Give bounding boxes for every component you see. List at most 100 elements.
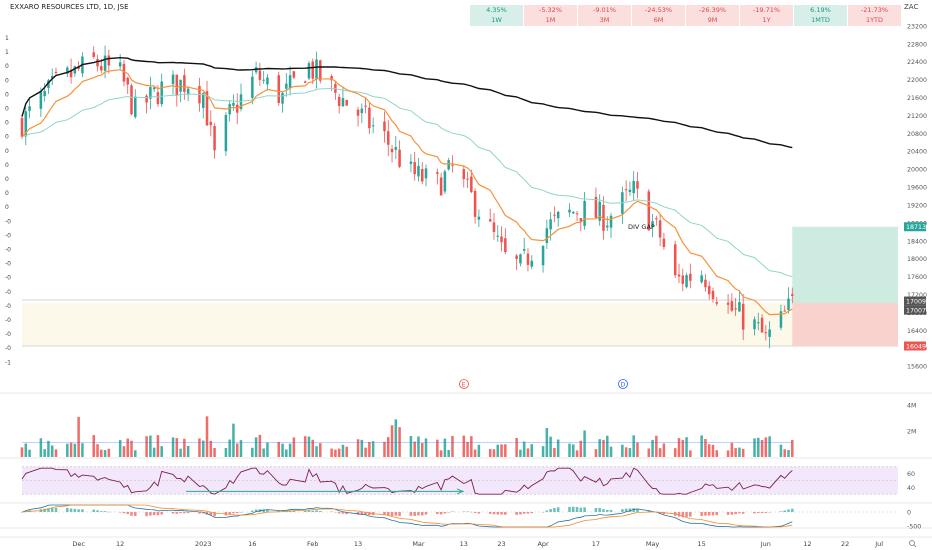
price-label-bg bbox=[904, 222, 926, 232]
macd-tick-label: -500 bbox=[907, 524, 921, 531]
macd-histogram-bar bbox=[500, 512, 503, 515]
time-axis-label: Dec bbox=[72, 540, 85, 548]
candle-body bbox=[201, 93, 205, 108]
macd-histogram-bar bbox=[209, 512, 213, 516]
perf-period: 1M bbox=[545, 16, 556, 24]
candle bbox=[541, 244, 545, 273]
volume-bar bbox=[632, 435, 635, 457]
candle-body bbox=[92, 52, 96, 57]
volume-bar bbox=[655, 435, 658, 457]
volume-bar bbox=[760, 440, 764, 457]
volume-bar bbox=[647, 448, 651, 457]
macd-histogram-bar bbox=[553, 508, 556, 512]
candle bbox=[232, 94, 235, 111]
volume-bar bbox=[319, 443, 322, 457]
volume-bar bbox=[251, 447, 254, 457]
candle-body bbox=[594, 196, 598, 218]
candle bbox=[43, 83, 46, 102]
perf-3m[interactable]: -9.01% 3M bbox=[578, 5, 631, 26]
perf-period: 1YTD bbox=[865, 16, 884, 24]
range-highlight bbox=[22, 303, 793, 346]
volume-bar bbox=[360, 439, 364, 457]
candle bbox=[443, 169, 447, 194]
volume-bar bbox=[311, 439, 315, 457]
volume-bar bbox=[753, 438, 756, 457]
candle bbox=[364, 97, 367, 114]
rsi-divergence-arrow bbox=[456, 488, 465, 495]
volume-bar bbox=[492, 449, 496, 457]
volume-bar bbox=[145, 436, 148, 457]
perf-9m[interactable]: -26.39% 9M bbox=[686, 5, 739, 26]
perf-6m[interactable]: -24.53% 6M bbox=[632, 5, 685, 26]
candle-body bbox=[734, 308, 737, 310]
volume-bar bbox=[92, 435, 96, 457]
candle bbox=[262, 70, 265, 85]
volume-bar bbox=[39, 438, 43, 457]
candle bbox=[201, 91, 205, 119]
candle bbox=[477, 209, 481, 227]
volume-bar bbox=[741, 448, 745, 457]
candle bbox=[258, 62, 262, 86]
left-axis-label: 0 bbox=[5, 134, 9, 141]
candle-body bbox=[500, 236, 503, 243]
macd-histogram-bar bbox=[315, 510, 318, 512]
macd-histogram-bar bbox=[360, 512, 364, 515]
candle-body bbox=[655, 218, 658, 220]
price-tick-label: 16400 bbox=[907, 328, 927, 335]
candle-body bbox=[504, 238, 507, 253]
macd-histogram-bar bbox=[760, 512, 764, 514]
macd-histogram-bar bbox=[122, 512, 126, 514]
candle-body bbox=[579, 218, 583, 222]
candle bbox=[92, 46, 96, 59]
macd-histogram-bar bbox=[413, 512, 416, 516]
rsi-tick-label: 60 bbox=[907, 471, 915, 478]
volume-bar bbox=[515, 437, 518, 457]
volume-bar bbox=[341, 444, 345, 457]
perf-1y[interactable]: -19.71% 1Y bbox=[740, 5, 793, 26]
candle-body bbox=[311, 61, 315, 79]
volume-bar bbox=[715, 450, 719, 457]
candle-body bbox=[726, 302, 730, 305]
volume-bar bbox=[330, 448, 333, 457]
macd-histogram-bar bbox=[311, 510, 315, 512]
price-tick-label: 20000 bbox=[907, 167, 927, 174]
candle-body bbox=[213, 125, 216, 151]
candle-body bbox=[757, 322, 760, 324]
macd-histogram-bar bbox=[383, 512, 386, 516]
perf-1mtd[interactable]: 6.19% 1MTD bbox=[794, 5, 847, 26]
volume-bar bbox=[28, 449, 31, 457]
candle-body bbox=[662, 238, 666, 247]
candle-body bbox=[152, 87, 156, 90]
candle bbox=[420, 162, 424, 185]
perf-value: -26.39% bbox=[698, 6, 727, 14]
candle-body bbox=[224, 114, 228, 152]
volume-bar bbox=[201, 440, 205, 457]
price-label-bg bbox=[904, 305, 926, 315]
candle-body bbox=[522, 249, 526, 251]
macd-histogram-bar bbox=[522, 512, 526, 514]
macd-histogram-bar bbox=[54, 507, 58, 512]
volume-bar bbox=[337, 448, 341, 457]
candle-body bbox=[96, 59, 99, 67]
macd-histogram-bar bbox=[583, 507, 586, 512]
macd-histogram-bar bbox=[409, 512, 413, 516]
candle-body bbox=[470, 176, 473, 193]
candle bbox=[715, 296, 719, 306]
candle bbox=[779, 304, 783, 331]
macd-histogram-bar bbox=[175, 512, 179, 514]
macd-histogram-bar bbox=[337, 512, 341, 514]
candle bbox=[768, 321, 771, 349]
perf-value: -19.71% bbox=[752, 6, 781, 14]
time-axis-label: 13 bbox=[460, 540, 468, 548]
macd-histogram-bar bbox=[134, 512, 137, 516]
macd-histogram-bar bbox=[519, 512, 522, 515]
perf-1w[interactable]: 4.35% 1W bbox=[470, 5, 523, 26]
macd-histogram-bar bbox=[726, 512, 730, 515]
perf-1m[interactable]: -5.32% 1M bbox=[524, 5, 577, 26]
perf-1ytd[interactable]: -21.73% 1YTD bbox=[848, 5, 901, 26]
macd-histogram-bar bbox=[704, 512, 707, 516]
candle bbox=[636, 171, 639, 199]
time-axis-label: 16 bbox=[248, 540, 256, 548]
volume-bar bbox=[681, 439, 685, 457]
